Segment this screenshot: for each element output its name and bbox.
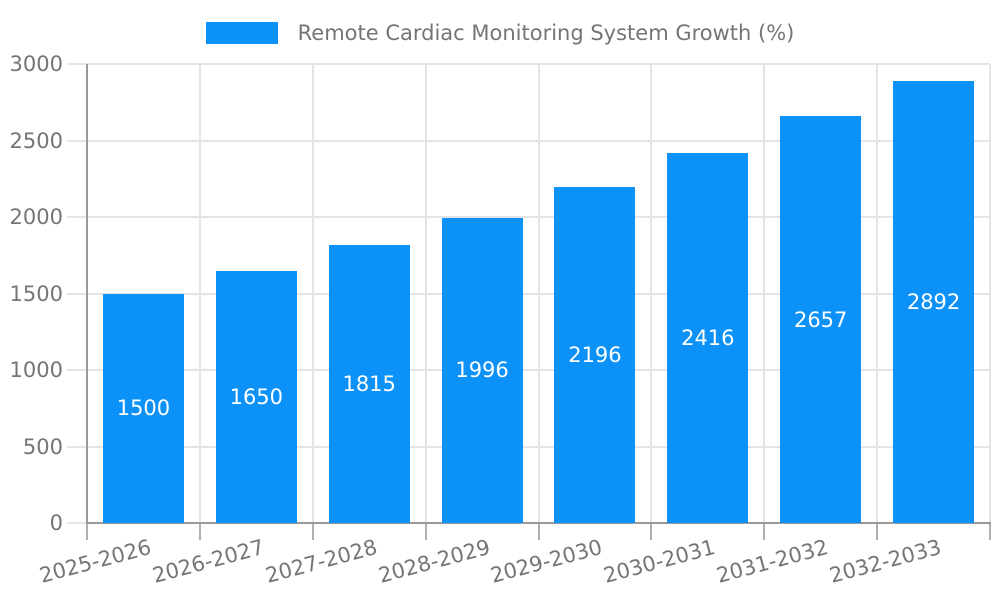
y-axis-tick-label: 0 xyxy=(49,511,63,535)
bar xyxy=(780,116,862,523)
y-axis-tick-label: 2000 xyxy=(9,205,63,229)
bar-value-label: 2196 xyxy=(568,343,622,367)
x-axis-tick-label: 2027-2028 xyxy=(262,535,380,588)
bar xyxy=(667,153,749,523)
y-gridline xyxy=(67,369,990,371)
x-axis-line xyxy=(86,522,991,524)
x-axis-tick-label: 2026-2027 xyxy=(149,535,267,588)
y-axis-tick-label: 2500 xyxy=(9,128,63,153)
x-axis-tick xyxy=(86,523,88,540)
x-axis-tick xyxy=(537,523,540,540)
bar-value-label: 1996 xyxy=(455,358,509,383)
x-axis-tick xyxy=(876,523,879,540)
x-axis-tick-label: 2029-2030 xyxy=(488,535,606,588)
x-axis-tick xyxy=(311,523,314,540)
y-gridline xyxy=(67,63,990,65)
bar-value-label: 1500 xyxy=(116,396,171,421)
x-axis-tick-label: 2030-2031 xyxy=(601,535,719,588)
y-gridline xyxy=(67,216,990,218)
x-axis-tick-label: 2028-2029 xyxy=(375,535,493,588)
legend-swatch xyxy=(205,22,278,44)
x-axis-tick-label: 2031-2032 xyxy=(714,535,831,588)
y-gridline xyxy=(67,445,990,448)
bar xyxy=(554,187,636,523)
x-gridline xyxy=(650,64,653,523)
bar xyxy=(215,270,297,523)
x-axis-tick xyxy=(989,523,991,540)
x-axis-tick xyxy=(650,523,653,540)
x-gridline xyxy=(198,64,201,523)
y-axis-tick-label: 3000 xyxy=(9,52,63,76)
bar xyxy=(893,80,975,523)
x-axis-tick-label: 2025-2026 xyxy=(36,535,154,588)
x-gridline xyxy=(311,64,314,523)
x-gridline xyxy=(537,64,540,523)
x-gridline xyxy=(989,64,991,523)
y-gridline xyxy=(67,139,990,142)
bar-value-label: 1650 xyxy=(229,384,284,409)
bar-value-label: 1815 xyxy=(342,372,396,397)
legend: Remote Cardiac Monitoring System Growth … xyxy=(0,20,1000,46)
bar xyxy=(441,217,523,523)
x-axis-tick xyxy=(424,523,427,540)
legend-label: Remote Cardiac Monitoring System Growth … xyxy=(297,21,795,45)
x-gridline xyxy=(876,64,879,523)
bar-value-label: 2892 xyxy=(906,289,961,314)
y-axis-line xyxy=(86,64,88,523)
bar-value-label: 2657 xyxy=(793,307,848,332)
y-gridline xyxy=(67,292,990,295)
x-gridline xyxy=(763,64,766,523)
bar xyxy=(328,245,410,523)
y-axis-tick-label: 500 xyxy=(22,434,63,459)
x-axis-tick xyxy=(763,523,766,540)
y-axis-tick-label: 1500 xyxy=(9,281,63,306)
x-gridline xyxy=(424,64,427,523)
bar-value-label: 2416 xyxy=(681,326,735,351)
bar xyxy=(102,293,184,523)
x-axis-tick-label: 2032-2033 xyxy=(826,535,944,588)
x-axis-tick xyxy=(198,523,201,540)
y-axis-tick-label: 1000 xyxy=(9,358,63,382)
